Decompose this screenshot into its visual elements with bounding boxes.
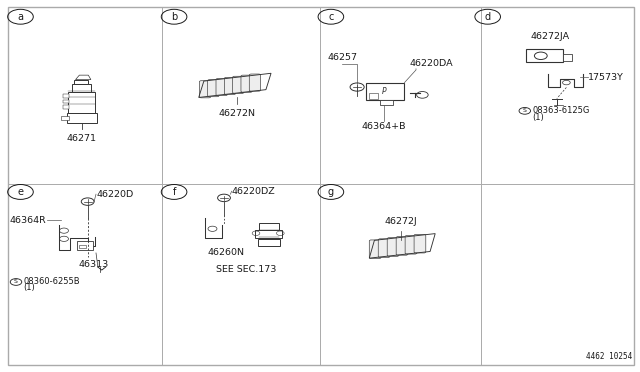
Text: S: S — [523, 108, 527, 113]
Text: (1): (1) — [532, 113, 544, 122]
Bar — [63, 94, 69, 98]
FancyBboxPatch shape — [233, 76, 244, 93]
FancyBboxPatch shape — [225, 77, 236, 94]
Text: 46260N: 46260N — [208, 248, 245, 257]
FancyBboxPatch shape — [396, 237, 408, 255]
Bar — [366, 83, 404, 100]
Bar — [563, 54, 572, 61]
Bar — [63, 105, 69, 109]
Text: 08363-6125G: 08363-6125G — [532, 106, 590, 115]
Text: d: d — [484, 12, 491, 22]
Text: b: b — [171, 12, 177, 22]
FancyBboxPatch shape — [387, 238, 399, 256]
Polygon shape — [76, 75, 91, 80]
Text: 46220DZ: 46220DZ — [232, 187, 275, 196]
Text: 46272J: 46272J — [385, 217, 418, 226]
Text: 46220D: 46220D — [96, 190, 133, 199]
FancyBboxPatch shape — [200, 81, 211, 98]
FancyBboxPatch shape — [414, 234, 426, 253]
Text: S: S — [14, 279, 18, 285]
FancyBboxPatch shape — [207, 80, 219, 97]
FancyBboxPatch shape — [241, 75, 252, 92]
Text: SEE SEC.173: SEE SEC.173 — [216, 265, 276, 274]
Text: c: c — [328, 12, 333, 22]
Text: g: g — [328, 187, 334, 197]
Bar — [526, 49, 563, 62]
Text: 46220DA: 46220DA — [410, 59, 453, 68]
Text: 46271: 46271 — [67, 134, 97, 143]
Text: 46272N: 46272N — [218, 109, 255, 118]
Text: 08360-6255B: 08360-6255B — [24, 278, 80, 286]
Text: e: e — [17, 187, 24, 197]
Bar — [255, 230, 282, 238]
Bar — [61, 116, 69, 120]
Text: (1): (1) — [24, 283, 35, 292]
Bar — [74, 80, 88, 84]
Bar — [79, 245, 86, 248]
Text: 46364+B: 46364+B — [362, 122, 406, 131]
Bar — [369, 93, 378, 99]
FancyBboxPatch shape — [405, 235, 417, 254]
Text: 17573Y: 17573Y — [588, 73, 623, 82]
FancyBboxPatch shape — [378, 239, 390, 257]
Text: 46272JA: 46272JA — [531, 32, 570, 41]
Text: a: a — [17, 12, 24, 22]
Text: 4462 10254: 4462 10254 — [586, 352, 632, 361]
FancyBboxPatch shape — [216, 78, 227, 96]
Bar — [67, 113, 97, 123]
Text: f: f — [172, 187, 176, 197]
Text: P: P — [381, 87, 387, 96]
Bar — [380, 100, 393, 105]
FancyBboxPatch shape — [250, 74, 260, 91]
FancyBboxPatch shape — [369, 240, 381, 259]
Text: 46313: 46313 — [79, 260, 109, 269]
Bar — [257, 239, 280, 246]
Text: 46257: 46257 — [328, 54, 357, 62]
Bar — [72, 84, 91, 92]
Text: 46364R: 46364R — [10, 216, 46, 225]
Bar — [77, 241, 93, 250]
Bar — [63, 100, 69, 103]
Bar — [259, 223, 279, 230]
Bar — [68, 92, 95, 113]
